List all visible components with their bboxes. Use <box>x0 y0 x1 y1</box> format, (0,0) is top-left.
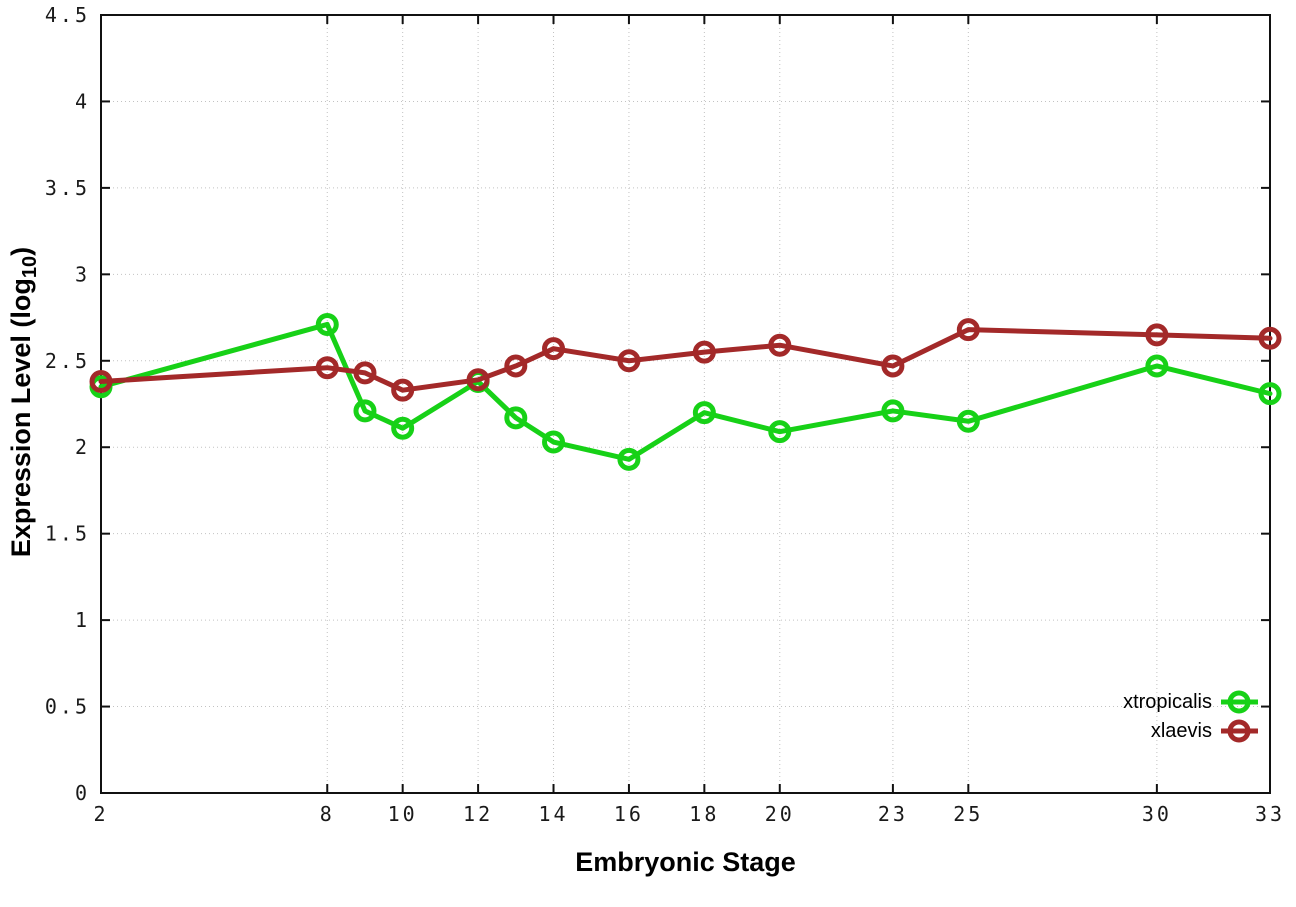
data-point-xtropicalis <box>1145 354 1169 378</box>
data-point-xtropicalis <box>768 420 792 444</box>
x-tick-label: 2 <box>93 802 108 826</box>
x-axis-title: Embryonic Stage <box>575 847 796 877</box>
legend-label-xlaevis: xlaevis <box>1151 720 1212 742</box>
data-point-xlaevis <box>1145 323 1169 347</box>
y-tick-label: 3.5 <box>45 176 90 200</box>
x-tick-label: 12 <box>463 802 493 826</box>
legend-marker-xtropicalis <box>1227 690 1251 714</box>
x-tick-label: 33 <box>1255 802 1285 826</box>
data-point-xlaevis <box>89 370 113 394</box>
x-tick-label: 8 <box>320 802 335 826</box>
y-axis-title-text: Expression Level (log <box>5 278 36 558</box>
data-point-xtropicalis <box>391 416 415 440</box>
series-line-xtropicalis <box>98 321 1273 462</box>
data-point-xtropicalis <box>542 430 566 454</box>
x-tick-label: 10 <box>388 802 418 826</box>
x-tick-label: 16 <box>614 802 644 826</box>
data-point-xtropicalis <box>1258 382 1282 406</box>
data-point-xlaevis <box>1258 326 1282 350</box>
data-point-xlaevis <box>768 333 792 357</box>
data-point-xtropicalis <box>315 312 339 336</box>
data-point-xlaevis <box>466 368 490 392</box>
x-tick-label: 25 <box>953 802 983 826</box>
data-point-xlaevis <box>956 318 980 342</box>
plot-frame <box>100 14 1271 794</box>
y-tick-label: 4 <box>75 89 90 113</box>
y-tick-label: 2.5 <box>45 349 90 373</box>
legend-marker-xlaevis <box>1227 719 1251 743</box>
x-tick-label: 14 <box>538 802 568 826</box>
y-tick-label: 0.5 <box>45 695 90 719</box>
y-tick-label: 2 <box>75 435 90 459</box>
x-tick-label: 18 <box>689 802 719 826</box>
data-point-xlaevis <box>353 361 377 385</box>
y-tick-label: 3 <box>75 262 90 286</box>
y-axis-title-subscript: 10 <box>19 255 42 279</box>
data-point-xlaevis <box>881 354 905 378</box>
data-point-xtropicalis <box>881 399 905 423</box>
data-point-xlaevis <box>542 337 566 361</box>
data-point-xtropicalis <box>353 399 377 423</box>
y-tick-label: 1 <box>75 608 90 632</box>
x-tick-label: 30 <box>1142 802 1172 826</box>
y-axis-title: Expression Level (log10) <box>6 247 42 557</box>
data-point-xlaevis <box>692 340 716 364</box>
legend-label-xtropicalis: xtropicalis <box>1123 691 1212 713</box>
data-point-xlaevis <box>504 354 528 378</box>
data-point-xlaevis <box>617 349 641 373</box>
x-tick-label: 23 <box>878 802 908 826</box>
y-tick-label: 0 <box>75 781 90 805</box>
data-point-xtropicalis <box>617 447 641 471</box>
x-tick-label: 20 <box>765 802 795 826</box>
y-axis-title-suffix: ) <box>5 246 36 256</box>
data-point-xlaevis <box>391 378 415 402</box>
y-tick-label: 1.5 <box>45 522 90 546</box>
data-point-xtropicalis <box>956 409 980 433</box>
y-tick-label: 4.5 <box>45 3 90 27</box>
data-point-xtropicalis <box>504 406 528 430</box>
data-point-xlaevis <box>315 356 339 380</box>
data-point-xtropicalis <box>692 401 716 425</box>
